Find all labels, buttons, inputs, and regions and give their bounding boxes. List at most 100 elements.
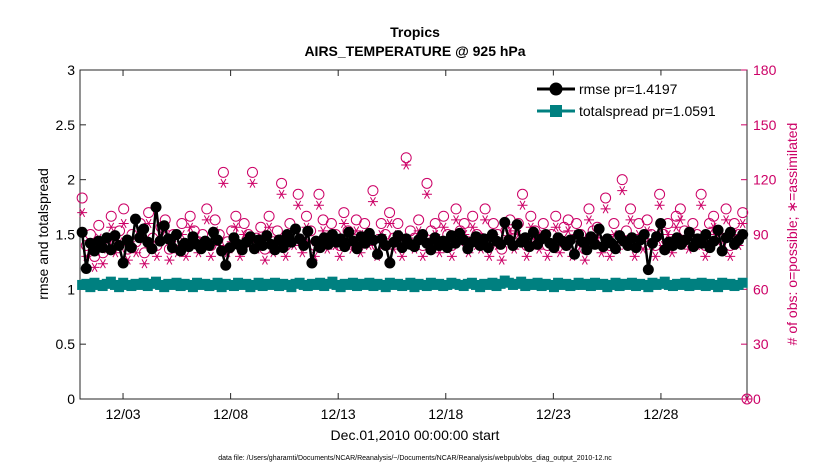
obs-assimilated-point [264,222,275,232]
rmse-point [581,244,593,256]
rmse-point [162,233,174,245]
obs-assimilated-point [417,251,428,262]
obs-assimilated-point [421,189,432,199]
y-tick-label: 0 [67,391,75,407]
obs-possible-point [201,203,213,215]
obs-possible-point [217,166,229,178]
legend-box [529,75,737,123]
x-tick-label: 12/23 [536,406,571,422]
rmse-point [220,259,232,271]
obs-assimilated-point [201,215,212,225]
rmse-point [683,226,695,238]
obs-assimilated-point [230,222,241,232]
legend-rmse-label: rmse pr=1.4197 [579,81,678,97]
y-tick-label: 2.5 [56,117,76,133]
obs-assimilated-point [700,251,711,262]
obs-assimilated-point [496,255,507,265]
rmse-point [651,231,663,243]
obs-assimilated-point [164,255,175,265]
obs-assimilated-point [139,259,150,269]
rmse-point [372,248,384,260]
rmse-point [343,226,355,238]
legend-totalspread-marker [550,105,562,117]
y-tick-label: 3 [67,62,75,78]
axis-ticks: 12/03 12/08 12/13 12/18 12/23 12/28 0 0.5 1 1.5 2 2… [56,62,777,422]
rmse-point [511,219,523,231]
obs-possible-point [118,203,130,215]
rmse-point [212,234,224,246]
obs-possible-point [176,218,188,230]
obs-assimilated-point [579,255,590,265]
obs-possible-point [384,207,396,219]
obs-possible-point [413,214,425,226]
obs-assimilated-point [218,178,229,188]
y-right-tick-label: 60 [753,281,769,297]
obs-possible-point [641,214,653,226]
rmse-point [277,242,289,254]
rmse-point [499,216,511,228]
obs-assimilated-point [313,200,324,210]
obs-possible-point [230,210,242,222]
obs-assimilated-point [205,251,216,262]
obs-possible-point [105,210,117,222]
rmse-point [289,223,301,235]
obs-assimilated-point [247,178,258,188]
rmse-point [384,257,396,269]
legend-rmse-marker [549,82,563,96]
rmse-point [109,230,121,242]
rmse-point [138,223,150,235]
obs-possible-point [695,188,707,200]
obs-assimilated-point [654,200,665,210]
obs-possible-point [263,210,275,222]
x-axis-label: Dec.01,2010 00:00:00 start [331,427,500,443]
obs-possible-point [184,210,196,222]
rmse-point [642,264,654,276]
obs-assimilated-point [276,189,287,199]
obs-possible-point [276,177,288,189]
obs-assimilated-point [438,222,449,232]
obs-assimilated-point [480,215,491,225]
rmse-point [80,262,92,274]
obs-assimilated-point [451,215,462,225]
rmse-point [540,229,552,240]
obs-possible-point [292,188,304,200]
obs-possible-point [458,218,470,230]
rmse-point [737,229,749,240]
y-right-tick-label: 30 [753,336,769,352]
obs-possible-point [479,203,491,215]
obs-assimilated-point [484,251,495,262]
obs-possible-point [654,188,666,200]
rmse-point [441,242,453,254]
obs-possible-point [429,218,441,230]
obs-possible-point [517,188,529,200]
obs-possible-point [367,185,379,197]
rmse-point [700,229,712,240]
rmse-point [425,244,437,256]
rmse-point [302,225,314,237]
y-right-tick-label: 90 [753,227,769,243]
x-tick-label: 12/08 [213,406,248,422]
x-tick-label: 12/13 [321,406,356,422]
obs-assimilated-point [675,215,686,225]
obs-assimilated-point [118,218,129,229]
obs-possible-point [359,218,371,230]
rmse-point [105,244,117,256]
rmse-point [564,234,576,246]
obs-assimilated-point [542,251,553,262]
rmse-point [696,237,708,249]
y-axis-label: rmse and totalspread [35,168,51,300]
obs-assimilated-point [338,218,349,229]
obs-possible-point [737,207,749,219]
obs-assimilated-point [185,222,196,232]
obs-possible-point [143,207,155,219]
obs-assimilated-point [384,218,395,229]
rmse-point [482,242,494,254]
y-tick-label: 2 [67,172,75,188]
obs-assimilated-point [725,251,736,262]
obs-assimilated-point [77,207,88,218]
rmse-point [638,229,650,240]
obs-possible-point [284,218,296,230]
obs-possible-point [487,218,499,230]
obs-assimilated-point [625,215,636,225]
y-right-tick-label: 150 [753,117,777,133]
